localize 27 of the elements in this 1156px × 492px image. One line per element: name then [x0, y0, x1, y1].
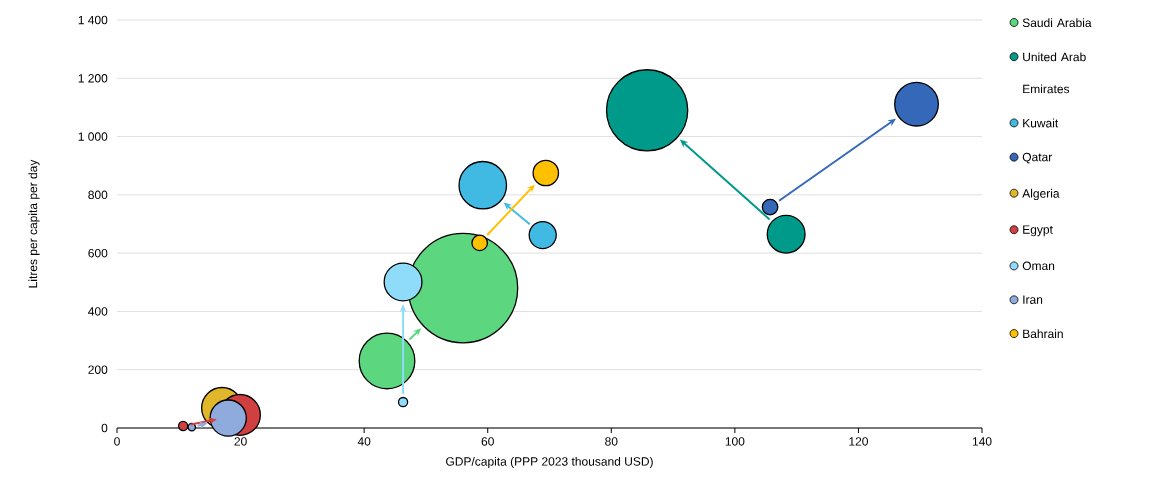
- x-tick-label: 80: [605, 437, 618, 446]
- y-tick-label: 800: [88, 190, 108, 200]
- x-tick-label: 20: [234, 437, 247, 446]
- y-tick-label: 600: [88, 248, 108, 258]
- y-tick-label: 1 200: [78, 74, 108, 83]
- legend-label: Algeria: [1022, 188, 1060, 201]
- x-tick-label: 40: [357, 437, 371, 446]
- x-tick-label: 120: [849, 437, 868, 446]
- legend-label: Bahrain: [1023, 329, 1063, 339]
- y-tick-label: 0: [101, 423, 108, 433]
- y-tick-label: 1 400: [78, 15, 108, 25]
- x-tick-label: 0: [114, 437, 120, 446]
- legend-label: Egypt: [1023, 225, 1053, 237]
- legend-label: Saudi Arabia: [1022, 18, 1092, 28]
- legend-label: Iran: [1023, 295, 1043, 304]
- x-tick-label: 100: [725, 437, 745, 446]
- y-tick-label: 1 000: [78, 132, 108, 141]
- y-tick-label: 400: [88, 307, 108, 316]
- legend-label: Kuwait: [1023, 118, 1059, 128]
- x-tick-label: 60: [481, 437, 494, 446]
- legend-label: Oman: [1022, 261, 1055, 271]
- x-axis-title: GDP/capita (PPP 2023 thousand USD): [446, 456, 653, 469]
- y-axis-title: Litres per capita per day: [28, 159, 40, 288]
- legend-label: Qatar: [1022, 152, 1053, 164]
- y-tick-label: 200: [88, 365, 108, 374]
- text: United Arab Emirates: [1023, 52, 1086, 94]
- x-tick-label: 140: [972, 437, 992, 446]
